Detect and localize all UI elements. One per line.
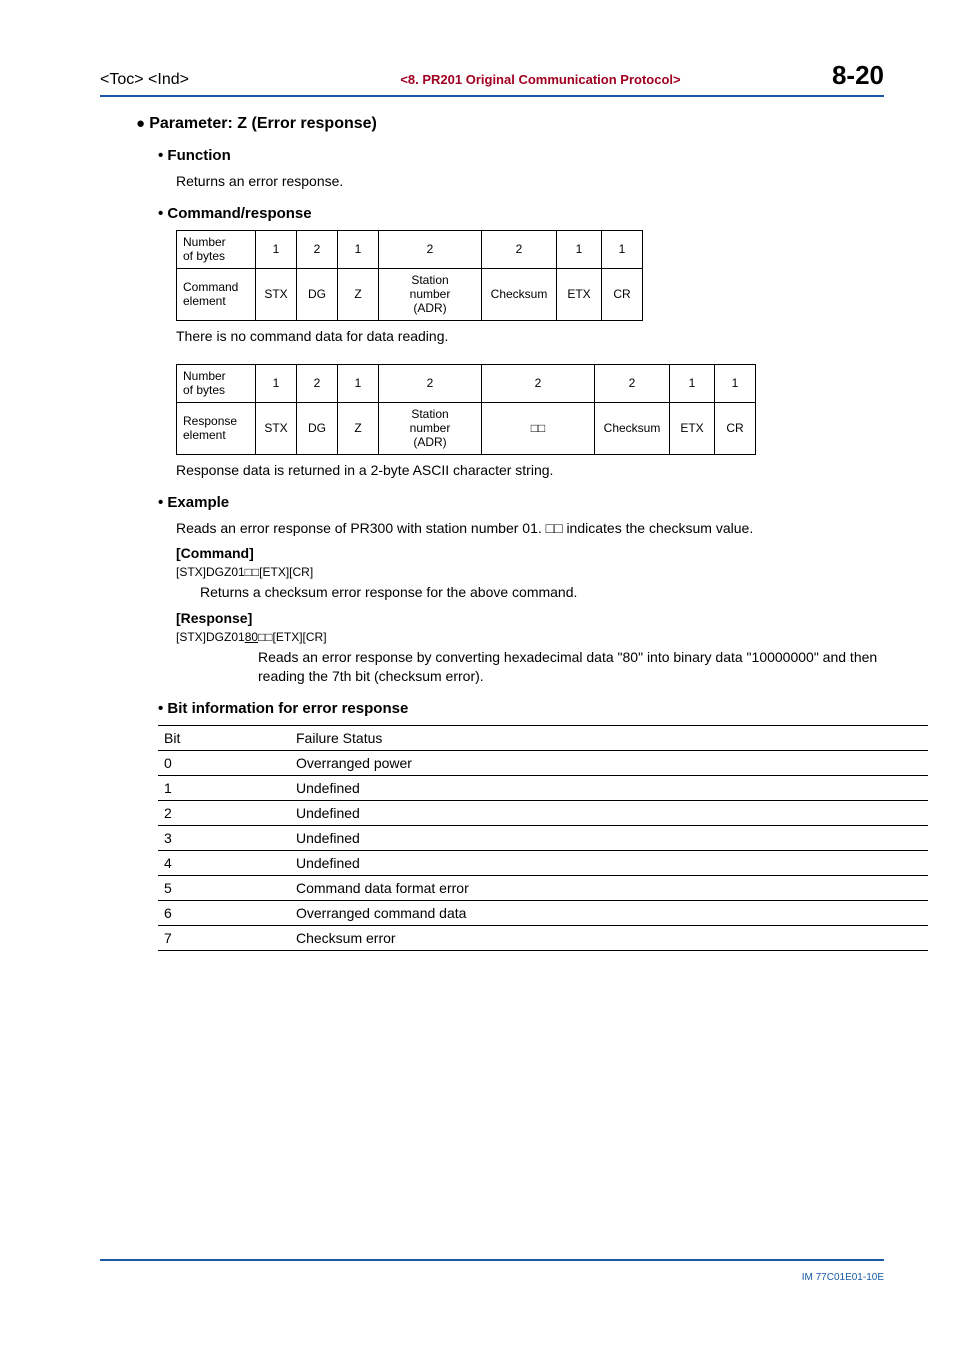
bit-6: 6 [158, 901, 290, 926]
cmd-b4: 2 [482, 230, 557, 268]
cmd-b3: 2 [379, 230, 482, 268]
resp-e6: ETX [670, 402, 715, 454]
cmd-e5: ETX [557, 268, 602, 320]
cmd-b6: 1 [602, 230, 643, 268]
header-left: <Toc> <Ind> [100, 71, 189, 89]
resp-b4: 2 [482, 364, 595, 402]
cmdresp-heading: Command/response [158, 205, 884, 222]
cmd-e2: Z [338, 268, 379, 320]
bits-col1: Bit [158, 726, 290, 751]
status-2: Undefined [290, 801, 928, 826]
resp-bytes-label: Numberof bytes [177, 364, 256, 402]
cmd-b0: 1 [256, 230, 297, 268]
section-title: Parameter: Z (Error response) [136, 115, 884, 133]
function-text: Returns an error response. [176, 172, 884, 191]
resp-elem-label: Responseelement [177, 402, 256, 454]
bit-3: 3 [158, 826, 290, 851]
resp-e1: DG [297, 402, 338, 454]
resp-e7: CR [715, 402, 756, 454]
bit-2: 2 [158, 801, 290, 826]
resp-b7: 1 [715, 364, 756, 402]
bit-5: 5 [158, 876, 290, 901]
bits-table: Bit Failure Status 0Overranged power 1Un… [158, 725, 928, 951]
status-6: Overranged command data [290, 901, 928, 926]
status-3: Undefined [290, 826, 928, 851]
example-heading: Example [158, 494, 884, 511]
resp-b3: 2 [379, 364, 482, 402]
footer-rule [100, 1259, 884, 1261]
cmdresp-note1: There is no command data for data readin… [176, 327, 884, 346]
resp-e2: Z [338, 402, 379, 454]
cmdresp-note2: Response data is returned in a 2-byte AS… [176, 461, 884, 480]
resp-b0: 1 [256, 364, 297, 402]
header-center: <8. PR201 Original Communication Protoco… [189, 72, 832, 87]
resp-e5: Checksum [595, 402, 670, 454]
bit-0: 0 [158, 751, 290, 776]
response-table: Numberof bytes 1 2 1 2 2 2 1 1 Responsee… [176, 364, 756, 455]
example-cmd-line: [STX]DGZ01□□[ETX][CR] [176, 565, 884, 579]
bits-heading: Bit information for error response [158, 700, 884, 717]
cmd-e6: CR [602, 268, 643, 320]
bit-4: 4 [158, 851, 290, 876]
status-1: Undefined [290, 776, 928, 801]
resp-e0: STX [256, 402, 297, 454]
example-resp-desc: Reads an error response by converting he… [258, 648, 884, 686]
function-heading: Function [158, 147, 884, 164]
status-4: Undefined [290, 851, 928, 876]
cmd-bytes-label: Numberof bytes [177, 230, 256, 268]
header-right: 8-20 [832, 60, 884, 91]
resp-e3: Stationnumber(ADR) [379, 402, 482, 454]
cmd-e4: Checksum [482, 268, 557, 320]
example-cmd-desc: Returns a checksum error response for th… [200, 583, 884, 602]
bit-7: 7 [158, 926, 290, 951]
status-0: Overranged power [290, 751, 928, 776]
resp-b5: 2 [595, 364, 670, 402]
resp-b6: 1 [670, 364, 715, 402]
example-resp-label: [Response] [176, 610, 884, 626]
resp-b2: 1 [338, 364, 379, 402]
cmd-e3: Stationnumber(ADR) [379, 268, 482, 320]
status-7: Checksum error [290, 926, 928, 951]
cmd-e0: STX [256, 268, 297, 320]
bit-1: 1 [158, 776, 290, 801]
cmd-b1: 2 [297, 230, 338, 268]
page-header: <Toc> <Ind> <8. PR201 Original Communica… [100, 60, 884, 97]
status-5: Command data format error [290, 876, 928, 901]
command-table: Numberof bytes 1 2 1 2 2 1 1 Commandelem… [176, 230, 643, 321]
example-cmd-label: [Command] [176, 545, 884, 561]
cmd-e1: DG [297, 268, 338, 320]
example-resp-line: [STX]DGZ0180□□[ETX][CR] [176, 630, 884, 644]
footer-text: IM 77C01E01-10E [802, 1272, 884, 1283]
content-area: Parameter: Z (Error response) Function R… [100, 97, 884, 951]
cmd-b2: 1 [338, 230, 379, 268]
bits-col2: Failure Status [290, 726, 928, 751]
resp-e4: □□ [482, 402, 595, 454]
cmd-b5: 1 [557, 230, 602, 268]
resp-b1: 2 [297, 364, 338, 402]
cmd-elem-label: Commandelement [177, 268, 256, 320]
example-intro: Reads an error response of PR300 with st… [176, 519, 884, 538]
